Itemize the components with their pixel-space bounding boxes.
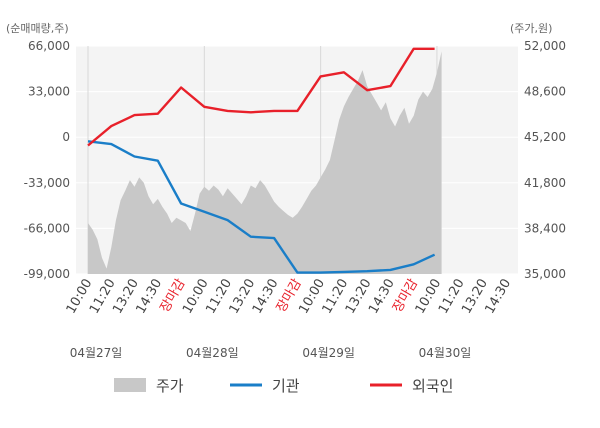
left-axis-ticks: 66,000 33,000 0 -33,000 -66,000 -99,000	[24, 39, 70, 281]
series-area-주가	[88, 51, 442, 275]
left-tick-label: 0	[62, 130, 70, 144]
legend-label: 기관	[272, 377, 300, 395]
date-labels: 04월27일 04월28일 04월29일 04월30일	[70, 346, 472, 360]
left-tick-label: -99,000	[24, 267, 70, 281]
series-lines	[87, 47, 436, 274]
legend-label: 주가	[156, 377, 184, 395]
date-label: 04월29일	[302, 346, 355, 360]
x-axis-ticks: 10:0011:2013:2014:30장마감10:0011:2013:2014…	[64, 276, 514, 316]
date-label: 04월30일	[419, 346, 472, 360]
legend-label: 외국인	[412, 377, 453, 395]
left-tick-label: 33,000	[28, 85, 70, 99]
series-line-기관	[87, 140, 436, 274]
left-tick-label: -33,000	[24, 176, 70, 190]
date-label: 04월27일	[70, 346, 123, 360]
right-tick-label: 45,200	[524, 130, 566, 144]
right-tick-label: 48,600	[524, 85, 566, 99]
right-tick-label: 52,000	[524, 39, 566, 53]
right-tick-label: 41,800	[524, 176, 566, 190]
right-axis-ticks: 52,000 48,600 45,200 41,800 38,400 35,000	[524, 39, 566, 281]
legend-swatch-주가	[114, 378, 146, 392]
legend: 주가 기관 외국인	[114, 377, 453, 395]
right-unit-label: (주가,원)	[510, 22, 552, 35]
date-label: 04월28일	[186, 346, 239, 360]
right-tick-label: 35,000	[524, 267, 566, 281]
right-tick-label: 38,400	[524, 221, 566, 235]
left-tick-label: 66,000	[28, 39, 70, 53]
price-area	[88, 51, 442, 275]
left-unit-label: (순매매량,주)	[6, 22, 69, 35]
series-line-외국인	[87, 47, 435, 147]
left-tick-label: -66,000	[24, 221, 70, 235]
